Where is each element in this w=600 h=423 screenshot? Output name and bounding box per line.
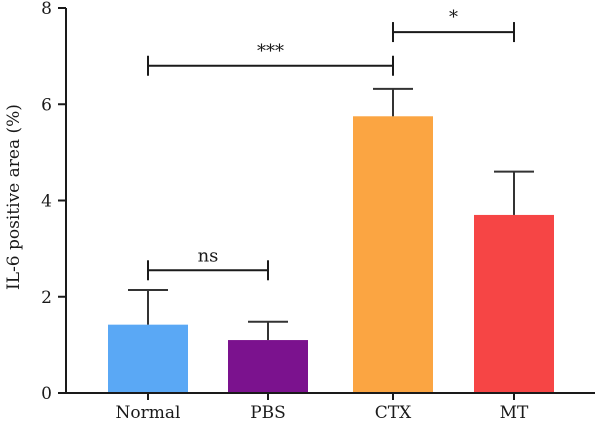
- y-ticks-group: 0 2 4 6 8: [41, 0, 66, 404]
- significance-brackets-group: ns****: [147, 7, 515, 281]
- y-tick-label: 2: [41, 288, 52, 308]
- y-tick-label: 8: [41, 0, 52, 19]
- bar-mt: [474, 214, 554, 393]
- x-tick-label-ctx: CTX: [375, 403, 412, 423]
- significance-label: ns: [198, 245, 219, 266]
- x-ticks-group: Normal PBS CTX MT: [116, 393, 529, 423]
- x-tick-label-pbs: PBS: [250, 403, 286, 423]
- bar-normal: [108, 324, 188, 393]
- y-tick-label: 4: [41, 192, 52, 212]
- y-axis-title: IL-6 positive area (%): [4, 104, 24, 290]
- bars-group: [108, 116, 554, 393]
- x-tick-label-normal: Normal: [116, 403, 181, 423]
- y-tick-label: 6: [41, 95, 52, 115]
- bar-pbs: [228, 340, 308, 393]
- x-tick-label-mt: MT: [500, 403, 529, 423]
- y-tick-label: 0: [41, 384, 52, 404]
- bar-ctx: [353, 116, 433, 393]
- significance-label: ***: [257, 41, 284, 62]
- error-bars-group: [128, 87, 534, 341]
- significance-label: *: [449, 7, 458, 28]
